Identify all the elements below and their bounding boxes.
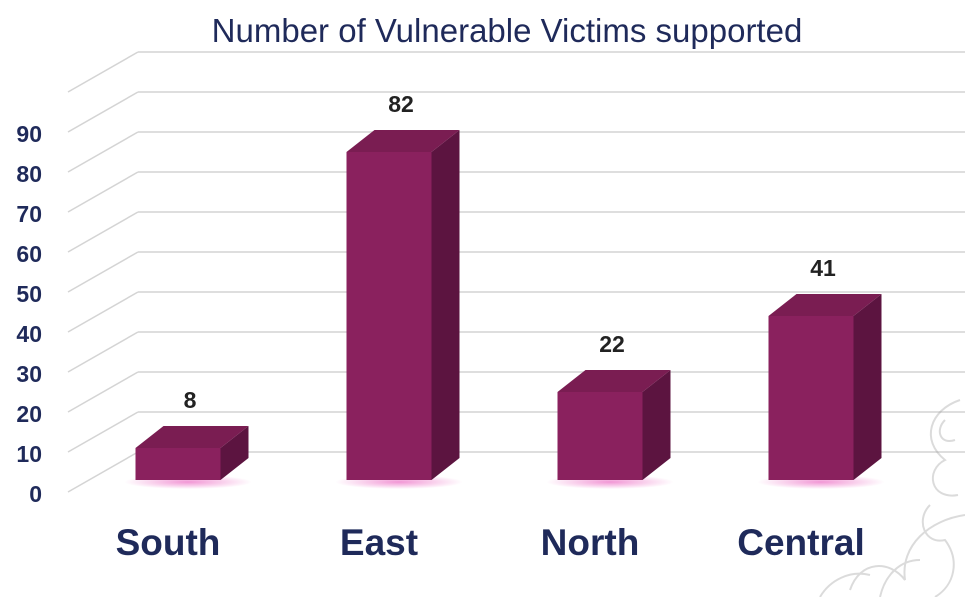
- bar-front: [135, 448, 221, 480]
- gridlines: [67, 51, 965, 493]
- data-label: 8: [184, 387, 197, 413]
- bar-front: [557, 392, 643, 480]
- y-tick-label: 30: [16, 361, 42, 387]
- data-label: 41: [810, 255, 836, 281]
- bar-top: [346, 130, 460, 152]
- y-tick-label: 70: [16, 201, 42, 227]
- y-axis: 0 10 20 30 40 50 60 70 80 90: [16, 121, 42, 507]
- data-labels: 8 82 22 41: [184, 91, 836, 413]
- y-tick-label: 0: [29, 481, 42, 507]
- bar: [546, 370, 674, 489]
- gridline: [67, 131, 965, 173]
- data-label: 82: [388, 91, 414, 117]
- bar-top: [135, 426, 249, 448]
- bar-side: [642, 370, 671, 480]
- x-tick-label: South: [116, 522, 221, 563]
- bar: [757, 294, 885, 489]
- floral-ornament-icon: [819, 399, 965, 597]
- x-tick-label: East: [340, 522, 418, 563]
- y-tick-label: 60: [16, 241, 42, 267]
- x-axis: South East North Central: [116, 522, 865, 563]
- y-tick-label: 50: [16, 281, 42, 307]
- bar-side: [431, 130, 460, 480]
- y-tick-label: 40: [16, 321, 42, 347]
- gridline: [67, 171, 965, 213]
- bar-front: [346, 152, 432, 480]
- bar-top: [768, 294, 882, 316]
- gridline: [67, 51, 965, 93]
- data-label: 22: [599, 331, 625, 357]
- gridline: [67, 91, 965, 133]
- y-tick-label: 20: [16, 401, 42, 427]
- gridline: [67, 211, 965, 253]
- bar: [335, 130, 463, 489]
- gridline: [67, 291, 965, 333]
- x-tick-label: Central: [737, 522, 864, 563]
- y-tick-label: 10: [16, 441, 42, 467]
- y-tick-label: 80: [16, 161, 42, 187]
- gridline: [67, 251, 965, 293]
- chart-title: Number of Vulnerable Victims supported: [212, 12, 803, 49]
- bars: [124, 130, 885, 489]
- bar: [124, 426, 252, 489]
- x-tick-label: North: [541, 522, 640, 563]
- bar-front: [768, 316, 854, 480]
- bar-side: [853, 294, 882, 480]
- bar-top: [557, 370, 671, 392]
- bar-side: [220, 426, 249, 480]
- y-tick-label: 90: [16, 121, 42, 147]
